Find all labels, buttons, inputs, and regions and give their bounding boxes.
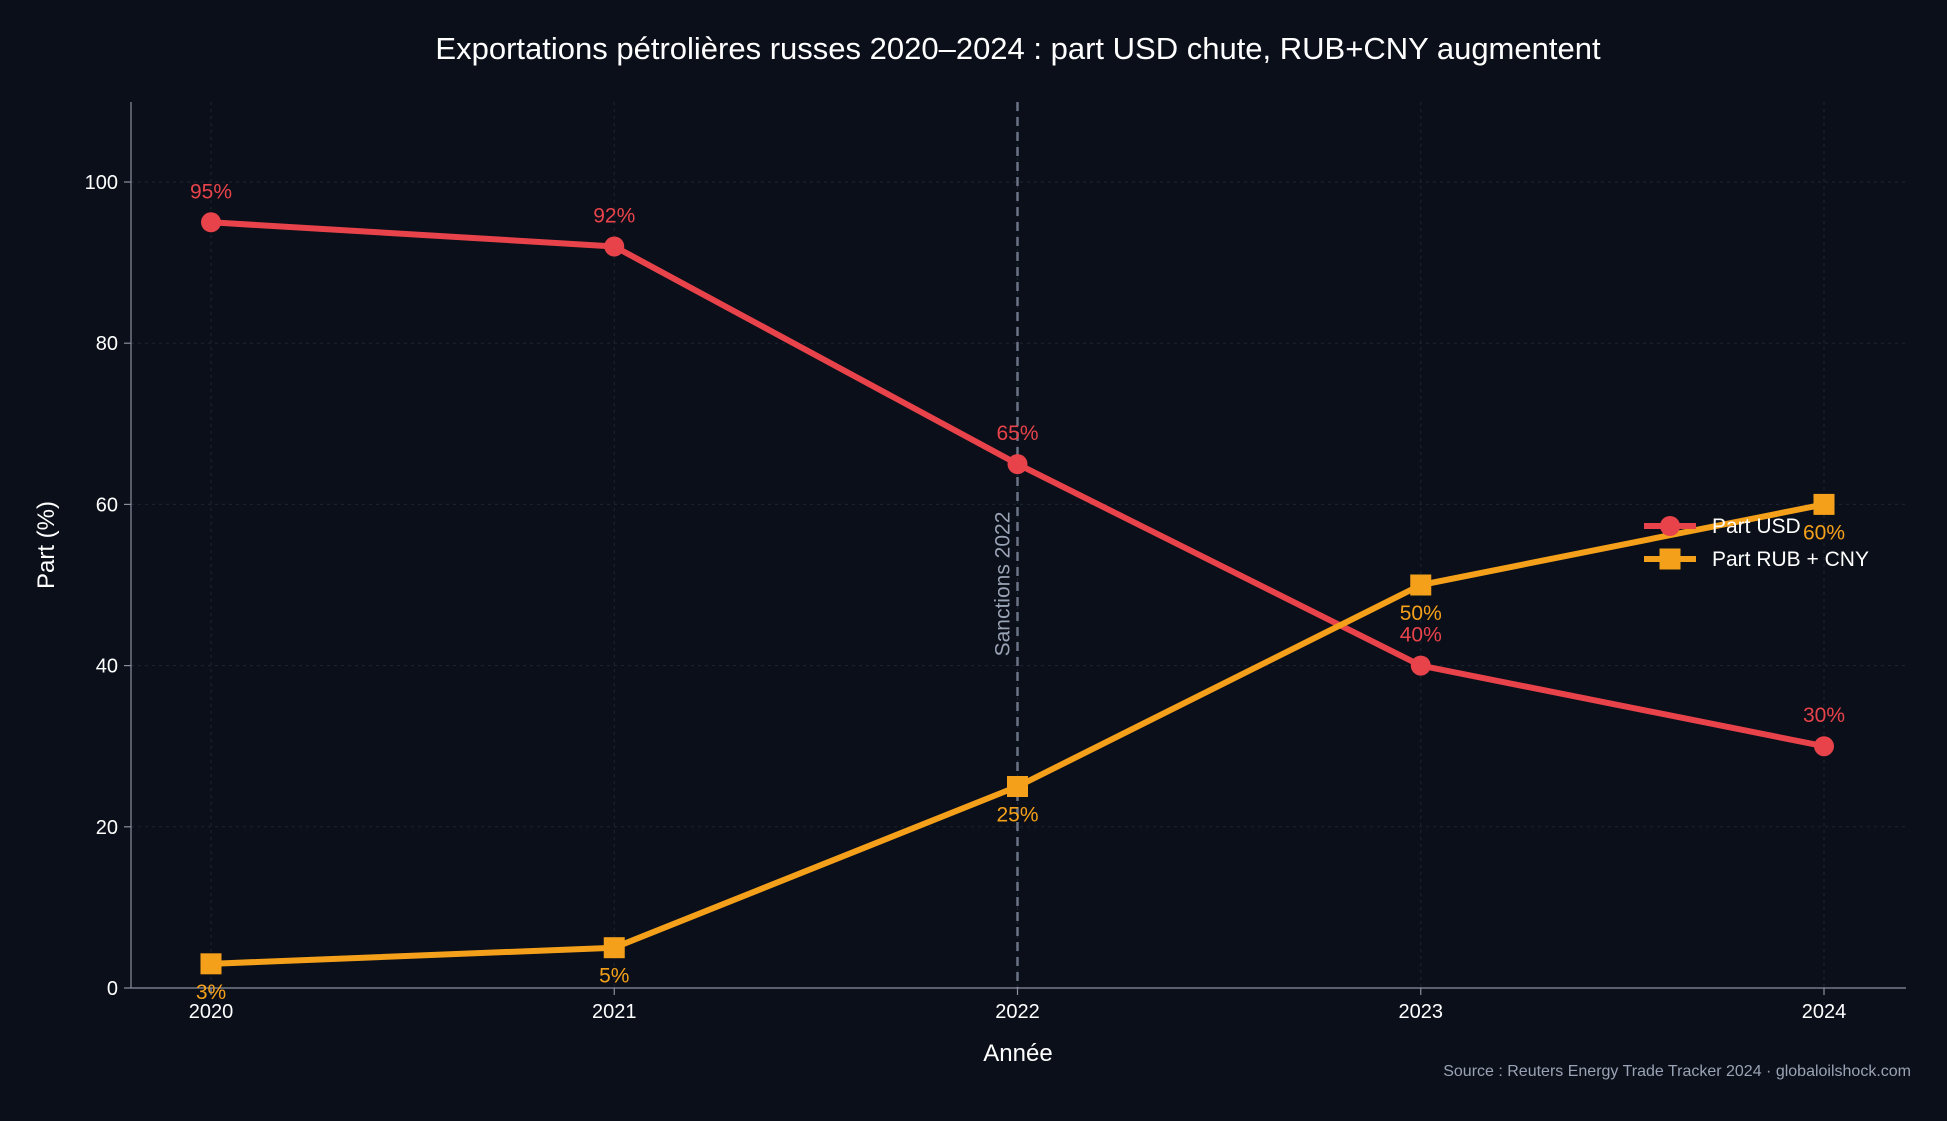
legend-label: Part USD [1712,515,1801,538]
series [200,212,1835,975]
point-marker [603,937,625,959]
point-marker [1410,655,1431,676]
x-tick-label: 2024 [1802,1001,1847,1023]
y-tick-label: 100 [85,172,118,194]
data-labels: 95% 92% 65% 40% 30% 3% 5% 25% 50% 60% [190,180,1845,1004]
x-tick-label: 2023 [1399,1001,1444,1023]
data-label: 65% [996,422,1038,445]
data-label: 25% [996,804,1038,827]
x-tick-label: 2022 [995,1001,1040,1023]
data-label: 30% [1803,704,1845,727]
axes: 0 20 40 60 80 100 2020 2021 2022 2023 2024 [85,102,1906,1023]
x-tick-label: 2021 [592,1001,637,1023]
point-marker [1007,776,1028,797]
data-label: 3% [196,981,226,1004]
point-marker [604,236,625,257]
y-tick-label: 60 [96,494,118,516]
legend-marker [1660,516,1680,536]
y-tick-label: 20 [96,817,118,839]
annotations: Sanctions 2022 [992,102,1019,988]
y-axis-title: Part (%) [33,501,60,589]
legend: Part USD Part RUB + CNY [1644,515,1869,571]
point-marker [1814,736,1834,757]
x-tick-label: 2020 [189,1001,234,1023]
source-note: Source : Reuters Energy Trade Tracker 20… [1443,1063,1911,1080]
data-label: 50% [1400,602,1442,625]
chart-title: Exportations pétrolières russes 2020–202… [435,31,1601,66]
point-marker [1813,493,1835,515]
grid [131,102,1906,989]
point-marker [1410,574,1432,596]
x-axis-title: Année [983,1040,1052,1067]
data-label: 60% [1803,521,1845,544]
data-label: 95% [190,180,232,203]
data-label: 92% [593,204,635,227]
annotation-label: Sanctions 2022 [992,512,1015,657]
data-label: 5% [599,965,629,988]
y-tick-label: 40 [96,656,118,678]
data-label: 40% [1400,624,1442,647]
point-marker [201,212,221,233]
point-marker [1007,454,1028,475]
legend-label: Part RUB + CNY [1712,548,1869,571]
y-tick-label: 80 [96,333,118,355]
y-tick-label: 0 [107,978,118,1000]
legend-marker [1659,548,1681,570]
point-marker [200,953,222,975]
